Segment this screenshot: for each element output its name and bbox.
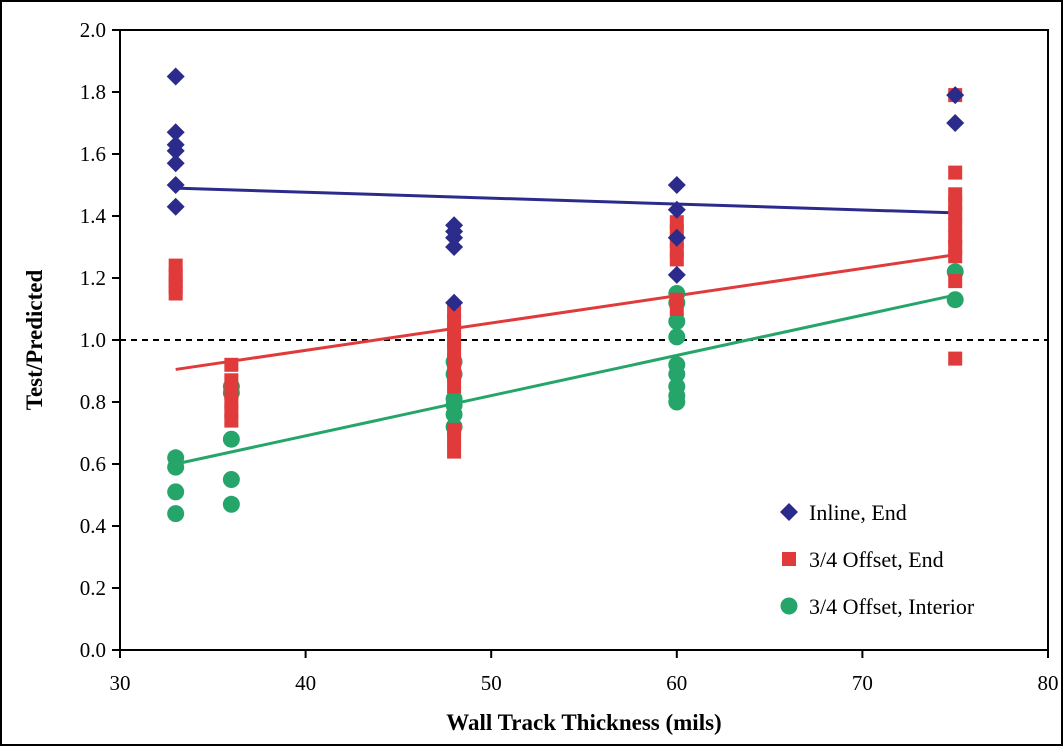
data-point-s0-4 — [166, 154, 185, 173]
y-tick-label-10: 2.0 — [80, 18, 106, 42]
trendline-series-0 — [175, 186, 956, 215]
x-axis-title: Wall Track Thickness (mils) — [446, 710, 721, 735]
y-tick-label-5: 1.0 — [80, 328, 106, 352]
data-point-s1-34 — [948, 218, 963, 233]
data-point-s1-33 — [948, 205, 963, 220]
data-point-s0-1 — [166, 123, 185, 142]
data-point-s0-13 — [667, 200, 686, 219]
data-point-s0-14 — [667, 228, 686, 247]
data-point-s1-26 — [669, 252, 684, 267]
data-point-s0-10 — [445, 238, 464, 256]
data-point-s1-4 — [168, 286, 183, 301]
data-point-s2-17 — [668, 312, 686, 330]
y-tick-label-2: 0.4 — [80, 514, 107, 538]
x-tick-label-30: 30 — [110, 671, 131, 695]
legend-marker-2 — [780, 597, 798, 615]
data-point-s1-28 — [669, 302, 684, 316]
data-point-s2-6 — [222, 430, 240, 448]
x-tick-label-40: 40 — [295, 671, 316, 695]
legend-label-2: 3/4 Offset, Interior — [809, 594, 975, 619]
y-axis: 0.0 0.2 0.4 0.6 0.8 1.0 1.2 1.4 1.6 1.8 2.0 — [80, 18, 120, 662]
data-point-s1-38 — [948, 274, 963, 289]
data-point-s0-5 — [166, 176, 185, 194]
data-point-s0-3 — [166, 141, 185, 160]
data-point-s0-11 — [445, 293, 464, 312]
x-tick-label-70: 70 — [852, 671, 873, 695]
data-point-s2-2 — [167, 483, 185, 501]
trendline-series-1 — [175, 253, 956, 371]
y-tick-label-1: 0.2 — [80, 576, 106, 600]
legend-label-1: 3/4 Offset, End — [809, 547, 944, 572]
legend-label-0: Inline, End — [809, 500, 907, 525]
x-tick-label-50: 50 — [481, 671, 502, 695]
data-point-s2-18 — [668, 328, 686, 346]
data-point-s1-15 — [447, 342, 462, 357]
data-point-s0-17 — [946, 114, 965, 132]
legend: Inline, End 3/4 Offset, End 3/4 Offset, In… — [780, 500, 975, 619]
data-point-s2-8 — [222, 495, 240, 513]
trendlines — [175, 186, 956, 466]
data-point-s1-21 — [447, 444, 462, 459]
data-point-s1-18 — [447, 379, 462, 394]
data-point-s2-20 — [668, 365, 686, 383]
y-axis-title: Test/Predicted — [22, 270, 47, 411]
data-point-s2-1 — [167, 458, 185, 476]
y-tick-label-8: 1.6 — [80, 142, 106, 166]
data-point-s0-9 — [445, 228, 464, 247]
data-point-s2-13 — [445, 405, 463, 423]
data-point-s1-20 — [447, 432, 462, 447]
data-point-s1-17 — [447, 367, 462, 382]
data-point-s2-25 — [946, 291, 964, 309]
legend-marker-0 — [780, 503, 798, 521]
data-points — [166, 67, 965, 523]
data-point-s1-10 — [224, 413, 239, 428]
data-point-s1-6 — [224, 373, 239, 388]
data-point-s2-23 — [668, 393, 686, 411]
data-point-s2-7 — [222, 471, 240, 488]
y-tick-label-4: 0.8 — [80, 390, 106, 414]
y-tick-label-6: 1.2 — [80, 266, 106, 290]
data-point-s0-15 — [667, 265, 686, 284]
data-point-s0-12 — [667, 176, 686, 194]
data-point-s1-30 — [948, 165, 963, 180]
data-point-s1-39 — [948, 351, 963, 366]
y-tick-label-9: 1.8 — [80, 80, 106, 104]
trendline-series-2 — [175, 293, 956, 466]
legend-marker-1 — [782, 552, 796, 566]
data-point-s2-3 — [167, 505, 185, 523]
x-axis: 30 40 50 60 70 80 — [110, 650, 1059, 695]
y-tick-label-0: 0.0 — [80, 638, 106, 662]
data-point-s0-16 — [946, 86, 965, 105]
data-point-s1-37 — [948, 249, 963, 264]
data-point-s1-16 — [447, 354, 462, 369]
y-tick-label-7: 1.4 — [80, 204, 107, 228]
y-tick-label-3: 0.6 — [80, 452, 106, 476]
data-point-s0-0 — [166, 67, 185, 86]
x-tick-label-80: 80 — [1038, 671, 1059, 695]
x-tick-label-60: 60 — [666, 671, 687, 695]
data-point-s1-5 — [224, 357, 239, 372]
data-point-s0-6 — [166, 197, 185, 216]
